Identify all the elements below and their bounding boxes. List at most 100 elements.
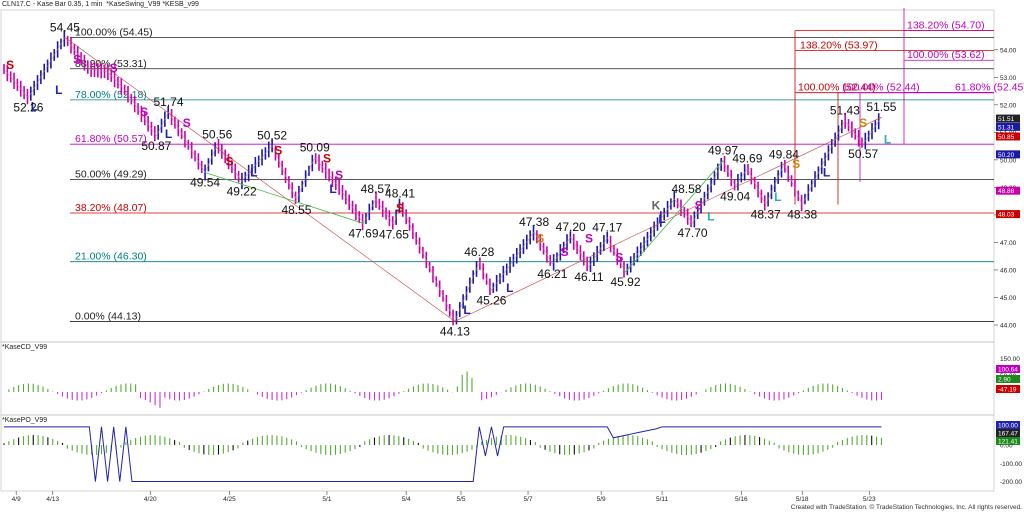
swing-price-label: 46.21 — [537, 267, 567, 281]
swing-price-label: 46.28 — [464, 245, 494, 259]
swing-price-label: 46.11 — [574, 270, 603, 284]
signal-marker: S — [615, 251, 623, 265]
date-tick-label: 5/4 — [402, 496, 411, 503]
trend-line — [454, 116, 882, 322]
signal-marker: S — [695, 198, 703, 212]
fib-label: 38.20% (48.07) — [75, 202, 147, 214]
swing-price-label: 51.55 — [866, 100, 896, 114]
signal-marker: L — [774, 190, 781, 204]
projection-label: 100.00% (52.44) — [842, 82, 920, 94]
swing-price-label: 47.65 — [379, 228, 409, 242]
date-tick-label: 4/9 — [12, 496, 21, 503]
swing-price-label: 45.26 — [476, 293, 506, 307]
date-tick-label: 5/9 — [597, 496, 606, 503]
kasecd-header: *KaseCD_V99 — [2, 344, 48, 351]
projection-label: 100.00% (53.62) — [907, 49, 985, 61]
swing-price-label: 44.13 — [440, 324, 470, 338]
signal-marker: L — [55, 83, 62, 97]
signal-marker: S — [274, 143, 282, 157]
current-price-label: 48.03 — [998, 212, 1015, 219]
date-tick-label: 5/7 — [524, 496, 533, 503]
signal-marker: S — [225, 154, 233, 168]
kasepo-value-label: 100.00 — [998, 423, 1018, 430]
swing-price-label: 52.26 — [13, 101, 43, 115]
swing-labels: 54.45 52.26 51.74 50.87 50.56 49.54 50.52 49.22… — [13, 20, 896, 338]
signal-marker: L — [506, 281, 513, 295]
price-tick-label: 45.00 — [1000, 295, 1017, 302]
fib-label: 0.00% (44.13) — [75, 310, 141, 322]
kasepo-value-label: 167.47 — [998, 431, 1018, 438]
trend-line — [64, 37, 456, 322]
kasepo-tick-label: -100.00 — [1000, 461, 1022, 468]
signal-marker: S — [859, 116, 867, 130]
swing-price-label: 47.17 — [592, 221, 622, 235]
projection-label: 138.20% (53.97) — [800, 40, 878, 52]
signal-marker: S — [792, 157, 800, 171]
fib-label: 88.20% (53.31) — [75, 58, 147, 70]
date-tick-label: 5/11 — [656, 496, 669, 503]
fib-label: 50.00% (49.29) — [75, 168, 147, 180]
swing-price-label: 49.54 — [190, 176, 220, 190]
date-tick-label: 5/16 — [735, 496, 748, 503]
signal-marker: K — [652, 198, 661, 212]
current-price-box — [996, 132, 1020, 141]
kasecd-value-label: -47.19 — [998, 387, 1017, 394]
kasepo-value-box — [996, 437, 1020, 445]
kasecd-value-label: 2.90 — [998, 377, 1011, 384]
date-tick-label: 4/25 — [223, 496, 236, 503]
fib-label: 100.00% (54.45) — [75, 26, 153, 38]
swing-price-label: 49.04 — [720, 189, 750, 203]
price-tick-label: 44.00 — [1000, 322, 1017, 329]
price-tick-label: 47.00 — [1000, 240, 1017, 247]
swing-price-label: 47.38 — [519, 215, 549, 229]
signal-marker: L — [823, 165, 830, 179]
kasepo-value-box — [996, 421, 1020, 429]
signal-marker: L — [658, 212, 665, 226]
swing-price-label: 45.92 — [611, 275, 641, 289]
fib-label: 61.80% (50.57) — [75, 133, 147, 145]
projection-label: 61.80% (52.45) — [955, 81, 1024, 93]
kasepo-tick-label: 0.00 — [1000, 443, 1013, 450]
current-price-label: 51.51 — [998, 116, 1015, 123]
fib-projections: 138.20% (53.97) 100.00% (52.44) 138.20% (5… — [794, 8, 1024, 205]
tradestation-credit: Created with TradeStation. © TradeStatio… — [790, 504, 1022, 511]
kasecd-tick-label: 150.00 — [1000, 356, 1020, 363]
swing-price-label: 47.69 — [348, 226, 378, 240]
kasepo-header: *KasePO_V99 — [2, 417, 48, 424]
date-tick-label: 4/13 — [46, 496, 59, 503]
swing-price-label: 49.69 — [732, 151, 762, 165]
current-price-box — [996, 186, 1020, 195]
current-price-box — [996, 210, 1020, 219]
swing-price-label: 50.09 — [300, 140, 330, 154]
price-tick-label: 52.00 — [1000, 102, 1017, 109]
signal-marker: S — [323, 152, 331, 166]
kasepo-line — [4, 426, 882, 483]
swing-price-label: 47.70 — [678, 226, 708, 240]
date-tick-label: 5/18 — [796, 496, 809, 503]
date-tick-label: 5/1 — [322, 496, 331, 503]
swing-price-label: 49.22 — [227, 184, 257, 198]
swing-price-label: 51.74 — [154, 95, 184, 109]
swing-price-label: 54.45 — [50, 20, 80, 34]
current-price-label: 50.20 — [998, 152, 1015, 159]
swing-price-label: 50.52 — [257, 129, 287, 143]
swing-price-label: 47.20 — [556, 220, 586, 234]
kasepo-tick-label: -200.00 — [1000, 479, 1022, 486]
signal-marker: L — [165, 127, 172, 141]
kasecd-value-box — [996, 385, 1020, 393]
signal-marker: L — [250, 165, 257, 179]
signal-marker: S — [183, 116, 191, 130]
kasecd-value-box — [996, 365, 1020, 373]
kasepo-indicator: 100.000.00-100.00-200.00100.00167.47121.… — [3, 421, 1022, 486]
signal-marker: S — [110, 61, 118, 75]
current-price-box — [996, 122, 1020, 131]
current-price-box — [996, 150, 1020, 159]
swing-price-label: 50.57 — [848, 147, 878, 161]
swing-price-label: 48.58 — [671, 182, 701, 196]
swing-trendlines — [3, 36, 882, 323]
signal-marker: L — [329, 182, 336, 196]
support-line — [625, 160, 724, 273]
